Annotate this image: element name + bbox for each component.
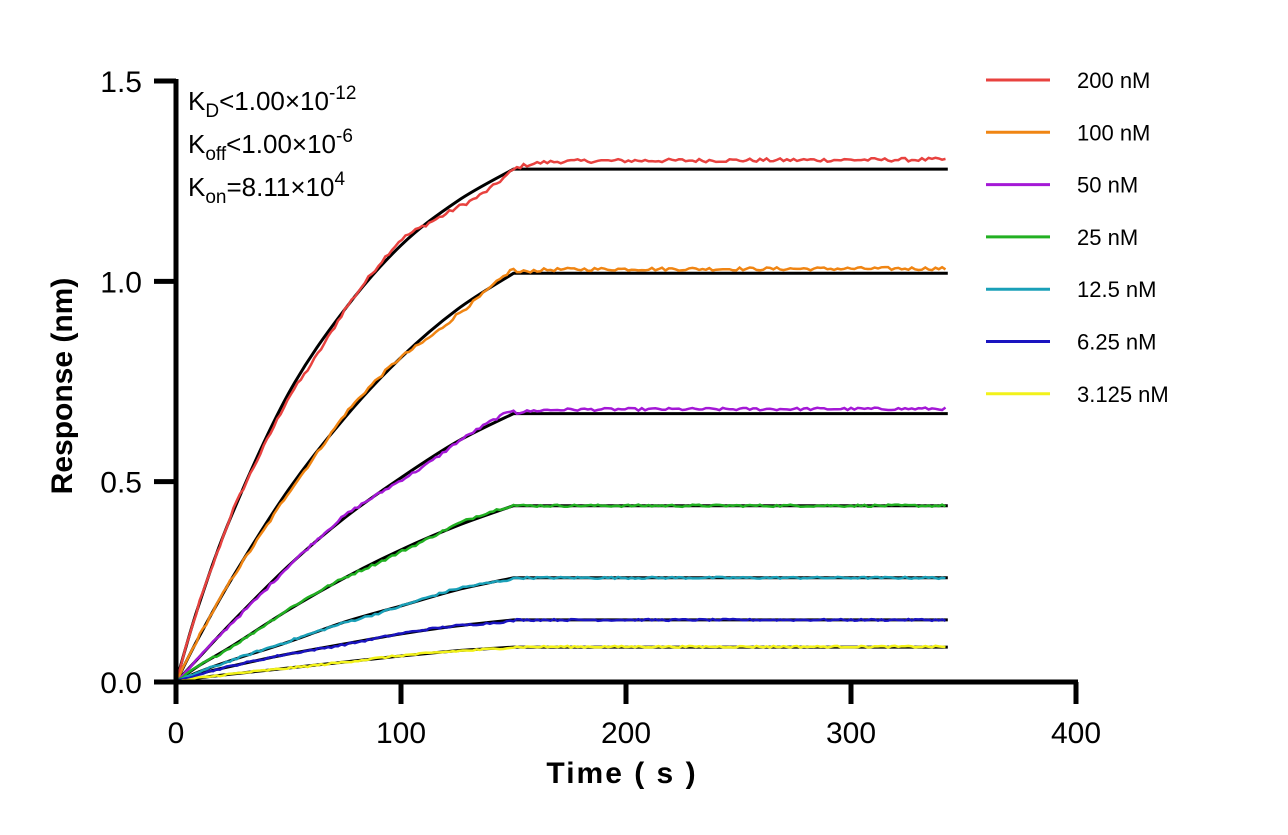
y-tick-label: 0.5 (100, 467, 142, 500)
fit-curve (175, 504, 948, 684)
fit-lines (174, 167, 948, 684)
x-tick-label: 300 (826, 717, 876, 750)
kinetic-constant: KD<1.00×10-12 (188, 83, 356, 122)
ticks: 0 100 200 300 400 0.0 0.5 1.0 1.5 (100, 66, 1101, 750)
y-tick-label: 1.5 (100, 66, 142, 99)
x-axis-title: Time ( s ) (546, 757, 697, 790)
x-tick-label: 200 (601, 717, 651, 750)
legend-label: 25 nM (1077, 225, 1138, 250)
legend-label: 200 nM (1077, 68, 1150, 93)
series-line (175, 575, 946, 684)
data-lines (174, 156, 947, 684)
x-tick-label: 400 (1051, 717, 1101, 750)
y-tick-label: 1.0 (100, 266, 142, 299)
legend: 200 nM 100 nM 50 nM 25 nM 12.5 nM 6.25 nM 3.12… (986, 68, 1169, 407)
series-line (175, 617, 946, 683)
series-line (175, 406, 947, 682)
legend-label: 6.25 nM (1077, 330, 1157, 355)
y-tick-label: 0.0 (100, 667, 142, 700)
kinetic-constant: Koff<1.00×10-6 (188, 126, 353, 165)
fit-curve (175, 618, 948, 684)
y-axis-title: Response (nm) (46, 278, 79, 495)
kinetic-constant: Kon=8.11×104 (188, 169, 345, 208)
legend-label: 50 nM (1077, 173, 1138, 198)
kinetic-constants: KD<1.00×10-12 Koff<1.00×10-6 Kon=8.11×104 (188, 83, 356, 208)
series-line (174, 156, 946, 682)
series-line (175, 644, 946, 683)
legend-label: 3.125 nM (1077, 382, 1169, 407)
x-tick-label: 100 (376, 717, 426, 750)
fit-curve (174, 167, 948, 683)
series-line (175, 503, 947, 683)
legend-label: 12.5 nM (1077, 277, 1157, 302)
series-line (174, 265, 947, 682)
legend-label: 100 nM (1077, 120, 1150, 145)
x-tick-label: 0 (168, 717, 185, 750)
